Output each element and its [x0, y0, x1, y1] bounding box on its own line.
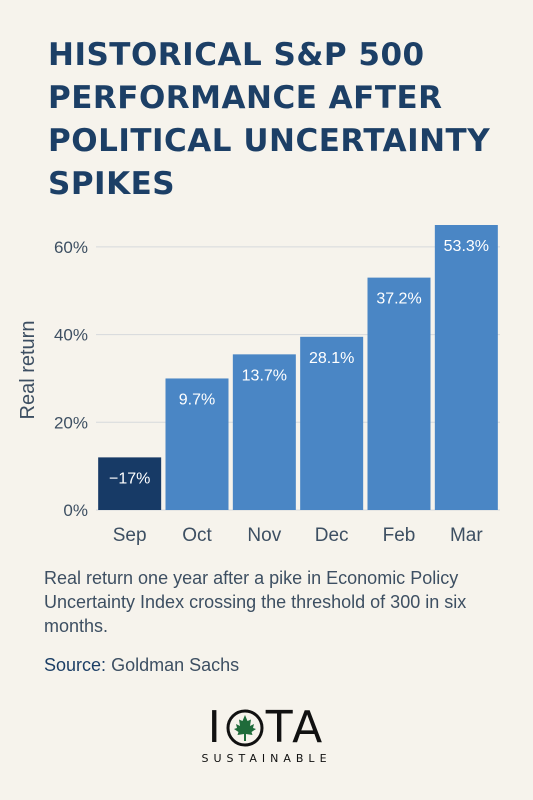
bar-nov: [232, 354, 296, 510]
y-tick-label: 0%: [63, 501, 88, 520]
data-label: 28.1%: [309, 350, 354, 367]
chart-title: HISTORICAL S&P 500 PERFORMANCE AFTER POL…: [48, 37, 491, 202]
data-label: 37.2%: [376, 291, 421, 308]
data-labels: −17% 9.7% 13.7% 28.1% 37.2% 53.3%: [109, 238, 489, 487]
y-tick-label: 60%: [54, 238, 88, 257]
iota-logo: I TA SUSTAINABLE: [0, 706, 533, 766]
x-axis-ticks: Sep Oct Nov Dec Feb Mar: [113, 525, 484, 546]
gridlines: [96, 246, 500, 511]
y-axis-label: Real return: [17, 321, 39, 420]
y-tick-label: 20%: [54, 413, 88, 432]
bar-dec: [300, 336, 364, 510]
bar-feb: [367, 277, 431, 510]
y-axis-ticks: 0% 20% 40% 60%: [54, 238, 88, 520]
maple-leaf-icon: [226, 709, 264, 747]
bar-mar: [434, 225, 498, 510]
x-tick-label: Nov: [247, 525, 281, 546]
x-tick-label: Mar: [450, 525, 483, 546]
x-tick-label: Dec: [315, 525, 349, 546]
logo-letter-i: I: [207, 702, 224, 753]
data-label: −17%: [109, 470, 150, 487]
data-label: 13.7%: [242, 367, 287, 384]
data-label: 53.3%: [444, 238, 489, 255]
bar-chart: 0% 20% 40% 60% −17% 9.7% 13.7% 28.1% 37.2% 53.3%…: [17, 225, 500, 546]
x-tick-label: Sep: [113, 525, 147, 546]
x-tick-label: Feb: [383, 525, 416, 546]
source-label: Source:: [44, 655, 107, 675]
source-value: Goldman Sachs: [111, 655, 240, 675]
data-label: 9.7%: [179, 391, 215, 408]
y-tick-label: 40%: [54, 326, 88, 345]
logo-letters-ta: TA: [265, 702, 326, 753]
x-tick-label: Oct: [182, 525, 212, 546]
bar-sep: [98, 457, 162, 510]
bars: [98, 225, 498, 510]
chart-caption: Real return one year after a pike in Eco…: [44, 568, 467, 636]
source-line: Source: Goldman Sachs: [44, 655, 239, 676]
bar-oct: [165, 378, 229, 510]
logo-tagline: SUSTAINABLE: [201, 752, 332, 765]
logo-wordmark: I TA: [208, 706, 326, 750]
